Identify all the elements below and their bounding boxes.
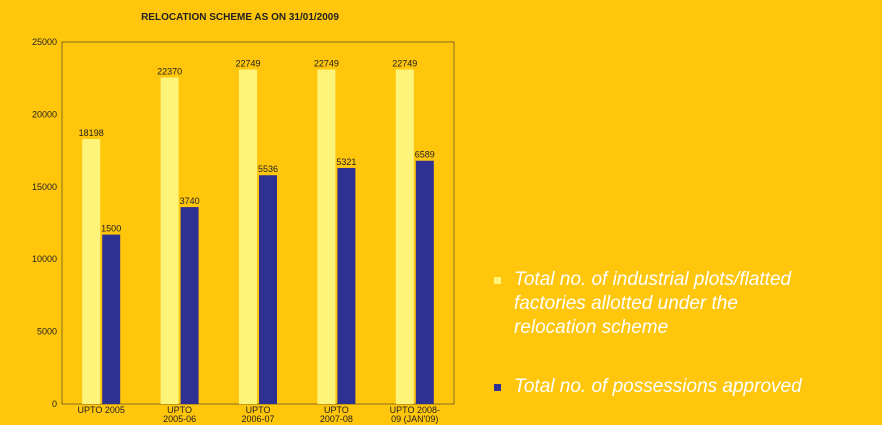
legend-item-allotted: Total no. of industrial plots/flatted fa… [494, 268, 879, 340]
legend-line: relocation scheme [514, 317, 669, 338]
bar [160, 77, 179, 404]
x-tick-label: 2007-08 [320, 414, 353, 424]
x-tick-label: UPTO 2008- [390, 405, 440, 415]
bar [239, 69, 257, 405]
x-tick-label: 2005-06 [163, 414, 196, 424]
legend-swatch-allotted [494, 277, 501, 284]
data-label: 22749 [392, 59, 417, 69]
bars [82, 69, 434, 405]
y-tick-label: 25000 [32, 37, 57, 47]
x-tick-label: UPTO 2005 [78, 405, 125, 415]
chart-title: RELOCATION SCHEME AS ON 31/01/2009 [141, 12, 339, 23]
legend: Total no. of industrial plots/flatted fa… [494, 268, 879, 399]
bar [415, 160, 434, 404]
y-tick-label: 15000 [32, 182, 57, 192]
value-labels: 18198 1500 22370 3740 22749 5536 22749 5321 2274… [79, 59, 435, 234]
data-label: 18198 [79, 128, 104, 138]
data-label: 6589 [415, 150, 435, 160]
legend-line: Total no. of industrial plots/flatted [514, 269, 792, 290]
x-tick-label: 2006-07 [241, 414, 274, 424]
bar [82, 139, 101, 405]
x-axis: UPTO 2005 UPTO2005-06UPTO2006-07UPTO2007-… [78, 405, 440, 424]
data-label: 1500 [101, 224, 121, 234]
plot-area [61, 41, 455, 405]
bar [259, 175, 277, 404]
bar [337, 167, 356, 404]
y-tick-label: 0 [52, 399, 57, 409]
data-label: 5536 [258, 164, 278, 174]
x-tick-label: UPTO [324, 405, 349, 415]
data-label: 22370 [157, 66, 182, 76]
x-tick-label: UPTO [246, 405, 271, 415]
y-tick-label: 20000 [32, 109, 57, 119]
bar [395, 69, 414, 405]
data-label: 22749 [314, 59, 339, 69]
x-tick-label: 09 (JAN'09) [391, 414, 438, 424]
legend-label-allotted: Total no. of industrial plots/flatted fa… [514, 269, 791, 338]
data-label: 22749 [235, 59, 260, 69]
x-tick-label: UPTO [167, 405, 192, 415]
y-tick-label: 5000 [37, 327, 57, 337]
bar [102, 234, 121, 404]
bar [180, 207, 199, 404]
legend-line: factories allotted under the [514, 293, 738, 314]
legend-swatch-possessions [494, 384, 501, 391]
legend-label-possessions: Total no. of possessions approved [514, 376, 802, 397]
legend-item-possessions: Total no. of possessions approved [494, 375, 879, 399]
y-axis: 0 5000 10000 15000 20000 25000 [32, 37, 57, 409]
y-tick-label: 10000 [32, 254, 57, 264]
data-label: 5321 [336, 157, 356, 167]
data-label: 3740 [180, 196, 200, 206]
bar [317, 69, 336, 405]
